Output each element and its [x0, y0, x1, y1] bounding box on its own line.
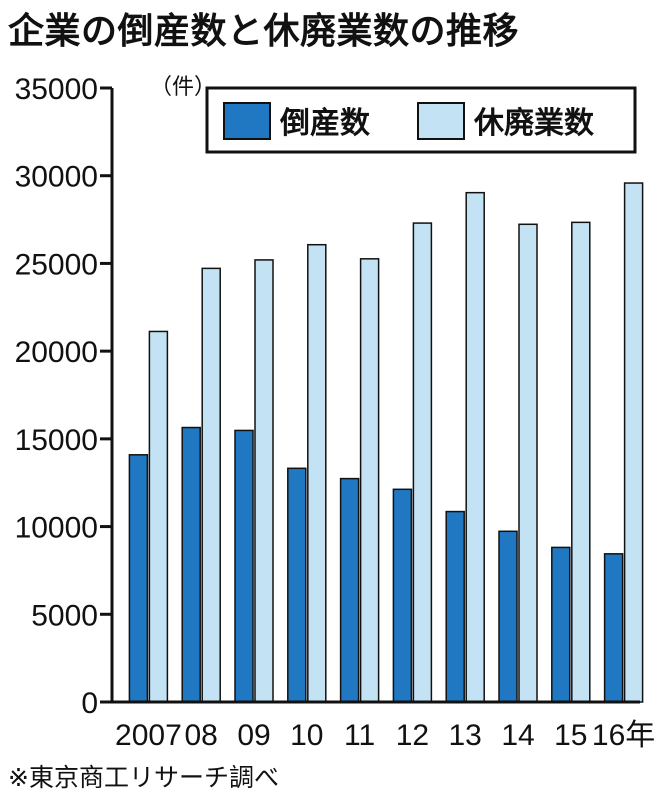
bar-bankruptcy [603, 553, 624, 703]
bar-closure [518, 223, 538, 703]
x-tick-label: 13 [449, 719, 482, 752]
y-tick-label: 0 [81, 687, 98, 720]
y-tick-label: 10000 [15, 512, 98, 545]
x-tick-label: 11 [344, 719, 375, 752]
x-tick-label: 12 [396, 719, 429, 752]
bar-closure [148, 330, 169, 703]
y-tick-label: 15000 [15, 424, 98, 457]
chart-title: 企業の倒産数と休廃業数の推移 [8, 11, 520, 52]
legend-label-closure: 休廃業数 [473, 106, 595, 141]
bar-bankruptcy [551, 546, 571, 703]
x-tick-label: 08 [185, 719, 218, 752]
x-tick-label: 14 [501, 719, 534, 752]
bar-bankruptcy [287, 467, 307, 703]
legend: 倒産数 休廃業数 [205, 86, 637, 154]
x-tick-label: 15 [554, 719, 587, 752]
bar-closure [201, 267, 221, 703]
legend-swatch-bankruptcy [223, 102, 271, 140]
y-tick-label: 35000 [15, 73, 98, 106]
x-tick-label: 16年 [592, 719, 655, 752]
x-tick-label: 10 [290, 719, 323, 752]
bar-bankruptcy [181, 426, 201, 703]
bar-closure [623, 182, 644, 703]
bars-group [128, 182, 644, 703]
legend-swatch-closure [417, 102, 465, 140]
y-tick-label: 20000 [15, 336, 98, 369]
y-tick-label: 30000 [15, 161, 98, 194]
unit-label: （件） [150, 75, 216, 100]
x-tick-label: 09 [237, 719, 270, 752]
legend-label-bankruptcy: 倒産数 [279, 106, 371, 141]
bar-bankruptcy [339, 477, 360, 703]
y-axis: 0 5000 10000 15000 20000 25000 30000 35000 [15, 73, 112, 720]
bar-bankruptcy [445, 510, 465, 703]
bar-bankruptcy [392, 488, 413, 703]
bar-closure [465, 191, 485, 703]
bar-closure [307, 243, 327, 703]
x-tick-label: 2007 [115, 719, 182, 752]
bar-bankruptcy [128, 454, 149, 703]
source-note: ※東京商工リサーチ調べ [8, 763, 279, 792]
bar-closure [254, 259, 274, 703]
bar-bankruptcy [234, 429, 254, 703]
y-tick-label: 25000 [15, 248, 98, 281]
y-tick-label: 5000 [31, 599, 98, 632]
bar-bankruptcy [498, 530, 518, 703]
bar-closure [359, 258, 380, 703]
x-axis: 2007 08 09 10 11 12 13 14 15 16年 [115, 719, 655, 752]
bar-closure [412, 222, 433, 703]
bar-closure [571, 221, 591, 703]
